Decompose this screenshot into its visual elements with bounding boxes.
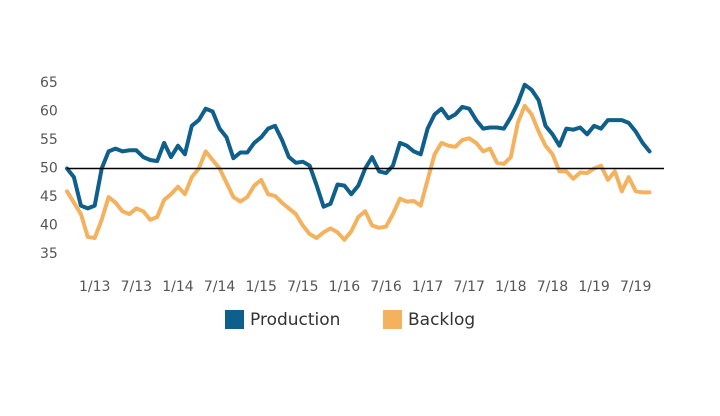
- y-tick-label: 65: [40, 75, 58, 91]
- x-tick-label: 7/16: [370, 279, 402, 295]
- x-tick-label: 1/17: [412, 279, 443, 295]
- x-tick-label: 1/14: [162, 279, 194, 295]
- y-tick-label: 40: [40, 218, 58, 234]
- x-tick-label: 7/17: [454, 279, 485, 295]
- x-tick-label: 7/15: [287, 279, 318, 295]
- series-line: [65, 82, 652, 211]
- x-tick-label: 7/19: [620, 279, 651, 295]
- legend-label: Production: [250, 310, 340, 330]
- x-tick-label: 1/18: [495, 279, 526, 295]
- x-tick-label: 1/15: [245, 279, 276, 295]
- y-tick-label: 50: [40, 161, 58, 177]
- x-tick-label: 7/13: [121, 279, 152, 295]
- legend-swatch: [225, 310, 244, 329]
- y-tick-label: 45: [40, 189, 58, 205]
- x-tick-label: 7/14: [204, 279, 236, 295]
- legend-swatch: [383, 310, 402, 329]
- x-tick-label: 1/13: [79, 279, 110, 295]
- y-tick-label: 35: [40, 246, 58, 262]
- x-tick-label: 1/19: [578, 279, 609, 295]
- y-tick-label: 60: [40, 104, 58, 120]
- legend-label: Backlog: [408, 310, 475, 330]
- y-tick-label: 55: [40, 132, 58, 148]
- x-tick-label: 1/16: [329, 279, 361, 295]
- x-tick-label: 7/18: [537, 279, 568, 295]
- series-line: [65, 103, 652, 242]
